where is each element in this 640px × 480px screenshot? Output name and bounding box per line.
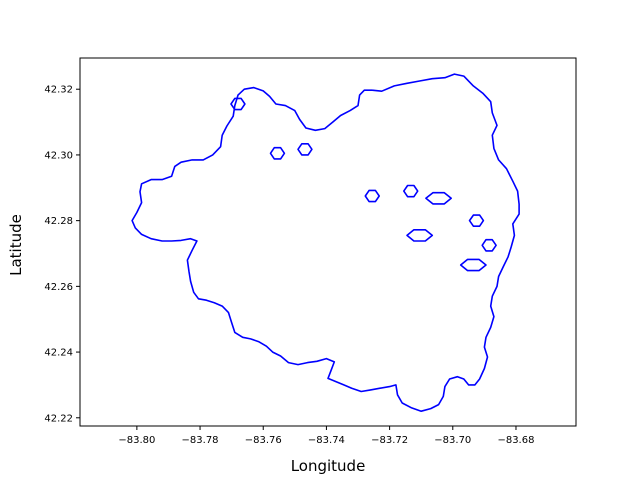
x-tick-label: −83.74 [308, 435, 345, 446]
plot-frame [79, 57, 577, 427]
y-axis-ticks: 42.22 42.24 42.26 42.28 42.30 42.32 [44, 85, 80, 424]
y-tick-label: 42.32 [44, 85, 73, 96]
boundary-hole-4 [364, 189, 381, 203]
x-tick-label: −83.70 [434, 435, 471, 446]
x-tick-label: −83.68 [497, 435, 534, 446]
boundary-hole-6 [425, 191, 453, 205]
x-tick-label: −83.78 [182, 435, 219, 446]
x-axis-ticks: −83.80 −83.78 −83.76 −83.74 −83.72 −83.70 −83.… [118, 426, 534, 446]
boundary-hole-2 [269, 146, 286, 160]
x-tick-label: −83.76 [245, 435, 282, 446]
y-tick-label: 42.28 [44, 216, 73, 227]
x-axis-label: Longitude [291, 457, 366, 475]
y-tick-label: 42.26 [44, 282, 73, 293]
boundary-hole-3 [297, 143, 313, 156]
x-tick-label: −83.72 [371, 435, 408, 446]
boundary-hole-8 [406, 229, 434, 242]
boundary-hole-7 [468, 214, 485, 227]
y-tick-label: 42.24 [44, 348, 73, 359]
boundary-hole-9 [481, 238, 497, 252]
x-tick-label: −83.80 [118, 435, 155, 446]
boundary-hole-10 [459, 258, 487, 272]
boundary-hole-5 [402, 184, 419, 198]
y-tick-label: 42.22 [44, 413, 73, 424]
outer-boundary-line [131, 73, 520, 413]
boundary-marks [131, 73, 520, 413]
y-axis-label: Latitude [7, 214, 25, 276]
y-tick-label: 42.30 [44, 150, 73, 161]
boundary-hole-1 [230, 97, 246, 111]
